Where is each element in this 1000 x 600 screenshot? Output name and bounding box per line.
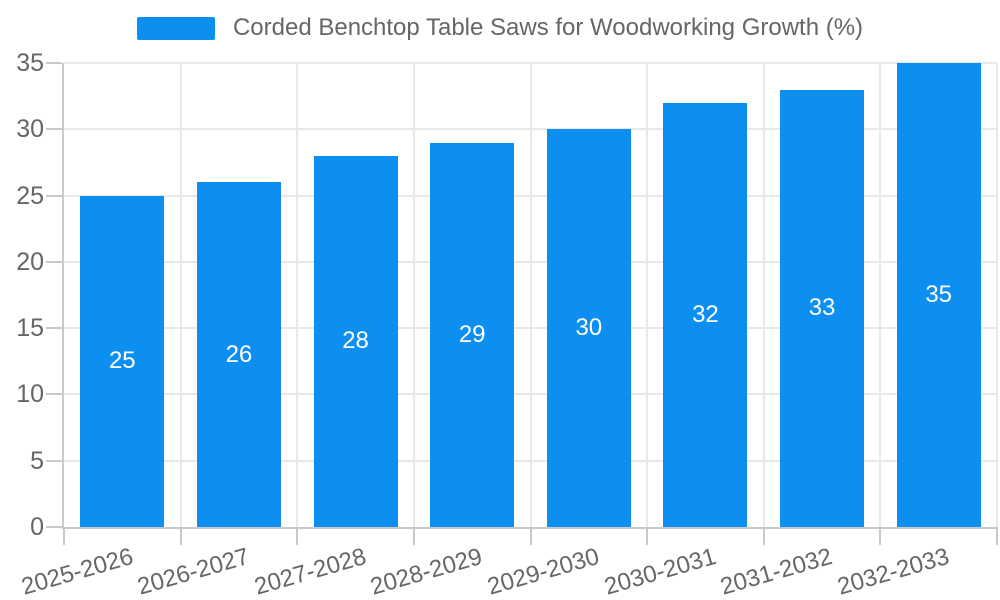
bar-value-label: 32 [692,300,719,328]
bar[interactable]: 28 [313,155,398,527]
x-gridline [879,63,882,527]
y-axis-label: 15 [16,314,44,343]
legend-swatch [136,16,215,40]
x-tick-mark [762,527,765,545]
bar[interactable]: 30 [546,129,631,527]
bar[interactable]: 25 [80,195,165,527]
x-gridline [296,63,299,527]
x-tick-mark [296,527,299,545]
x-gridline [412,63,415,527]
bar[interactable]: 32 [663,102,748,527]
x-axis-label: 2031-2032 [717,543,836,600]
x-gridline [179,63,182,527]
x-axis-label: 2032-2033 [834,543,953,600]
x-tick-mark [996,527,998,545]
y-tick-mark [46,526,62,528]
bar-value-label: 25 [108,347,136,375]
y-tick-mark [46,62,62,64]
y-axis-label: 25 [16,181,44,210]
x-tick-mark [646,527,649,545]
x-tick-mark [879,527,882,545]
bar-value-label: 29 [458,320,486,348]
legend[interactable]: Corded Benchtop Table Saws for Woodworki… [0,14,1000,42]
x-axis-label: 2026-2027 [134,543,253,600]
x-tick-mark [412,527,415,545]
x-axis-label: 2029-2030 [484,543,603,600]
bar-value-label: 26 [225,340,253,368]
y-tick-mark [46,128,62,131]
bar-value-label: 33 [808,294,836,322]
x-axis-label: 2025-2026 [17,543,136,600]
x-gridline [762,63,765,527]
x-tick-mark [529,527,532,545]
legend-label: Corded Benchtop Table Saws for Woodworki… [232,14,864,41]
y-tick-mark [46,194,62,197]
bar-value-label: 28 [342,327,369,355]
y-tick-mark [46,260,62,263]
y-axis-label: 30 [16,115,44,144]
bar[interactable]: 35 [896,63,981,527]
y-axis-label: 5 [30,446,44,475]
y-axis-label: 20 [16,247,44,276]
x-tick-mark [179,527,182,545]
bar-value-label: 35 [925,281,953,308]
y-axis-label: 10 [16,380,44,409]
x-tick-mark [63,527,65,545]
y-tick-mark [46,327,62,330]
bar-value-label: 30 [575,314,603,342]
y-axis-label: 0 [30,513,44,541]
x-gridline [529,63,532,527]
bar[interactable]: 29 [430,142,515,527]
plot-area: 0 5 10 15 20 25 30 35 25 2025-2026 26 2026-2027 28 20… [16,51,998,600]
y-tick-mark [46,393,62,396]
x-axis-label: 2027-2028 [251,543,370,600]
x-gridline [646,63,649,527]
bar[interactable]: 26 [196,182,281,527]
y-axis-label: 35 [16,49,44,77]
x-axis-label: 2030-2031 [601,543,719,600]
x-gridline [996,63,998,527]
x-axis-label: 2028-2029 [367,543,486,600]
y-tick-mark [46,459,62,462]
bar[interactable]: 33 [780,89,865,527]
